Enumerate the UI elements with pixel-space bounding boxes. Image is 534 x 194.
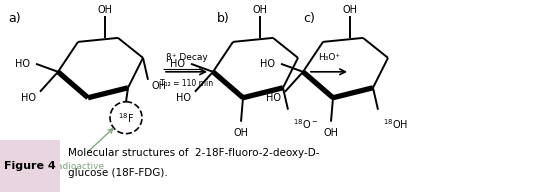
Text: $^{18}$OH: $^{18}$OH [383, 118, 408, 132]
Text: T₁₂ = 110 min: T₁₂ = 110 min [160, 79, 213, 88]
Text: OH: OH [151, 81, 166, 91]
Text: HO: HO [21, 93, 36, 103]
Text: Radioactive: Radioactive [51, 162, 105, 171]
Text: HO: HO [15, 59, 30, 69]
Text: H₃O⁺: H₃O⁺ [318, 53, 340, 62]
Text: $^{18}$F: $^{18}$F [118, 111, 134, 125]
Text: glucose (18F-FDG).: glucose (18F-FDG). [68, 168, 168, 178]
Text: HO: HO [266, 93, 281, 103]
Text: HO: HO [170, 59, 185, 69]
Text: β⁺ Decay: β⁺ Decay [166, 53, 207, 62]
Text: b): b) [217, 12, 230, 25]
Text: OH: OH [233, 128, 248, 138]
Text: OH: OH [253, 5, 268, 15]
Text: OH: OH [324, 128, 339, 138]
Text: OH: OH [342, 5, 357, 15]
Text: Molecular structures of  2-18F-fluoro-2-deoxy-D-: Molecular structures of 2-18F-fluoro-2-d… [68, 148, 319, 158]
FancyBboxPatch shape [0, 140, 60, 192]
Text: Figure 4: Figure 4 [4, 161, 56, 171]
Text: $^{18}$O$^-$: $^{18}$O$^-$ [293, 118, 318, 132]
Text: c): c) [303, 12, 315, 25]
Text: a): a) [8, 12, 21, 25]
Text: OH: OH [98, 5, 113, 15]
Text: HO: HO [176, 93, 191, 103]
Text: HO: HO [260, 59, 275, 69]
